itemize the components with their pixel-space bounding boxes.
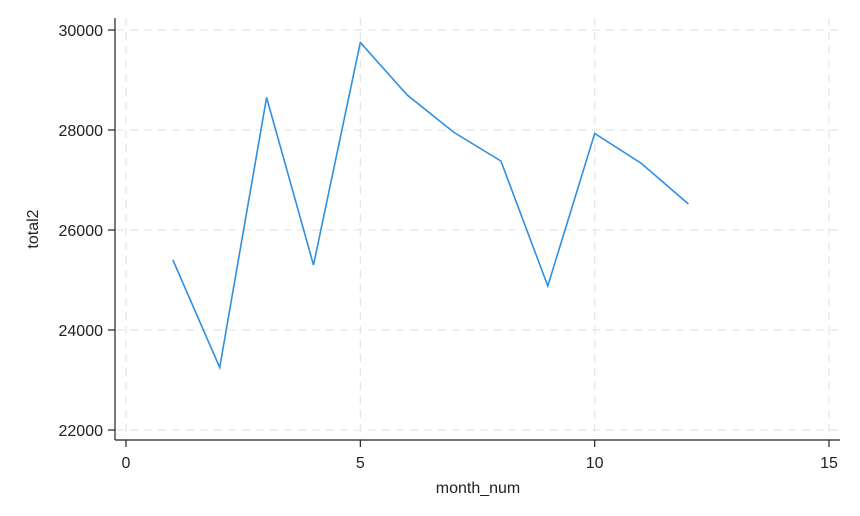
x-tick-label: 0 <box>122 455 131 472</box>
y-tick-label: 26000 <box>59 223 104 240</box>
y-tick-label: 28000 <box>59 123 104 140</box>
y-tick-label: 22000 <box>59 423 104 440</box>
y-tick-label: 30000 <box>59 23 104 40</box>
axes <box>114 18 840 441</box>
x-tick-label: 15 <box>820 455 838 472</box>
axis-ticks: 22000 24000 26000 28000 30000 0 5 10 15 <box>59 23 839 472</box>
x-tick-label: 10 <box>586 455 604 472</box>
x-tick-label: 5 <box>356 455 365 472</box>
x-axis-title: month_num <box>436 480 521 497</box>
y-axis-title: total2 <box>25 209 42 248</box>
series-lines <box>172 40 689 371</box>
grid-lines <box>116 18 840 439</box>
y-tick-label: 24000 <box>59 323 104 340</box>
series-line <box>172 40 689 371</box>
